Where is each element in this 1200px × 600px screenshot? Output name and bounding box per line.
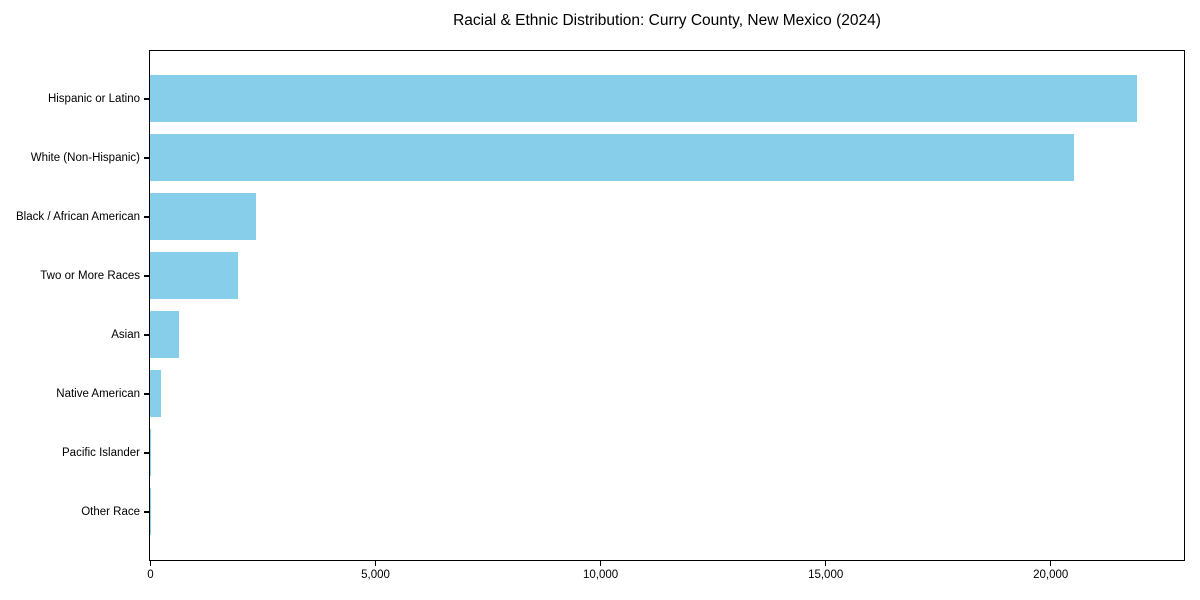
y-tick-mark: [144, 393, 149, 395]
y-tick-label: Asian: [111, 329, 140, 342]
chart-title: Racial & Ethnic Distribution: Curry Coun…: [453, 12, 881, 29]
y-tick-mark: [144, 452, 149, 454]
y-tick-label: Hispanic or Latino: [47, 92, 140, 105]
bar: [150, 310, 180, 359]
y-tick-mark: [144, 216, 149, 218]
x-tick-mark: [824, 561, 827, 566]
x-tick-mark: [374, 561, 377, 566]
y-tick-mark: [144, 511, 149, 513]
y-tick-label: White (Non-Hispanic): [30, 151, 140, 164]
y-tick-label: Pacific Islander: [62, 447, 140, 460]
x-tick-label: 5,000: [361, 569, 390, 581]
y-tick-label: Native American: [56, 388, 140, 401]
bar: [150, 428, 151, 477]
bar: [150, 192, 256, 241]
bar: [150, 74, 1137, 123]
y-tick-label: Black / African American: [16, 210, 140, 223]
plot-area: [149, 50, 1185, 561]
x-tick-mark: [149, 561, 152, 566]
bar: [150, 133, 1074, 182]
y-tick-label: Other Race: [81, 506, 140, 519]
bar: [150, 251, 238, 300]
x-tick-mark: [1049, 561, 1052, 566]
x-tick-label: 10,000: [583, 569, 619, 581]
y-tick-mark: [144, 334, 149, 336]
y-tick-mark: [144, 98, 149, 100]
x-tick-label: 20,000: [1033, 569, 1069, 581]
x-tick-label: 0: [147, 569, 154, 581]
x-tick-label: 15,000: [808, 569, 844, 581]
y-tick-mark: [144, 157, 149, 159]
bar: [150, 369, 162, 418]
x-tick-mark: [599, 561, 602, 566]
y-tick-label: Two or More Races: [40, 269, 140, 282]
y-tick-mark: [144, 275, 149, 277]
